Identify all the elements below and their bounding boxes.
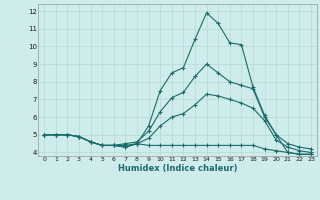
X-axis label: Humidex (Indice chaleur): Humidex (Indice chaleur) xyxy=(118,164,237,173)
